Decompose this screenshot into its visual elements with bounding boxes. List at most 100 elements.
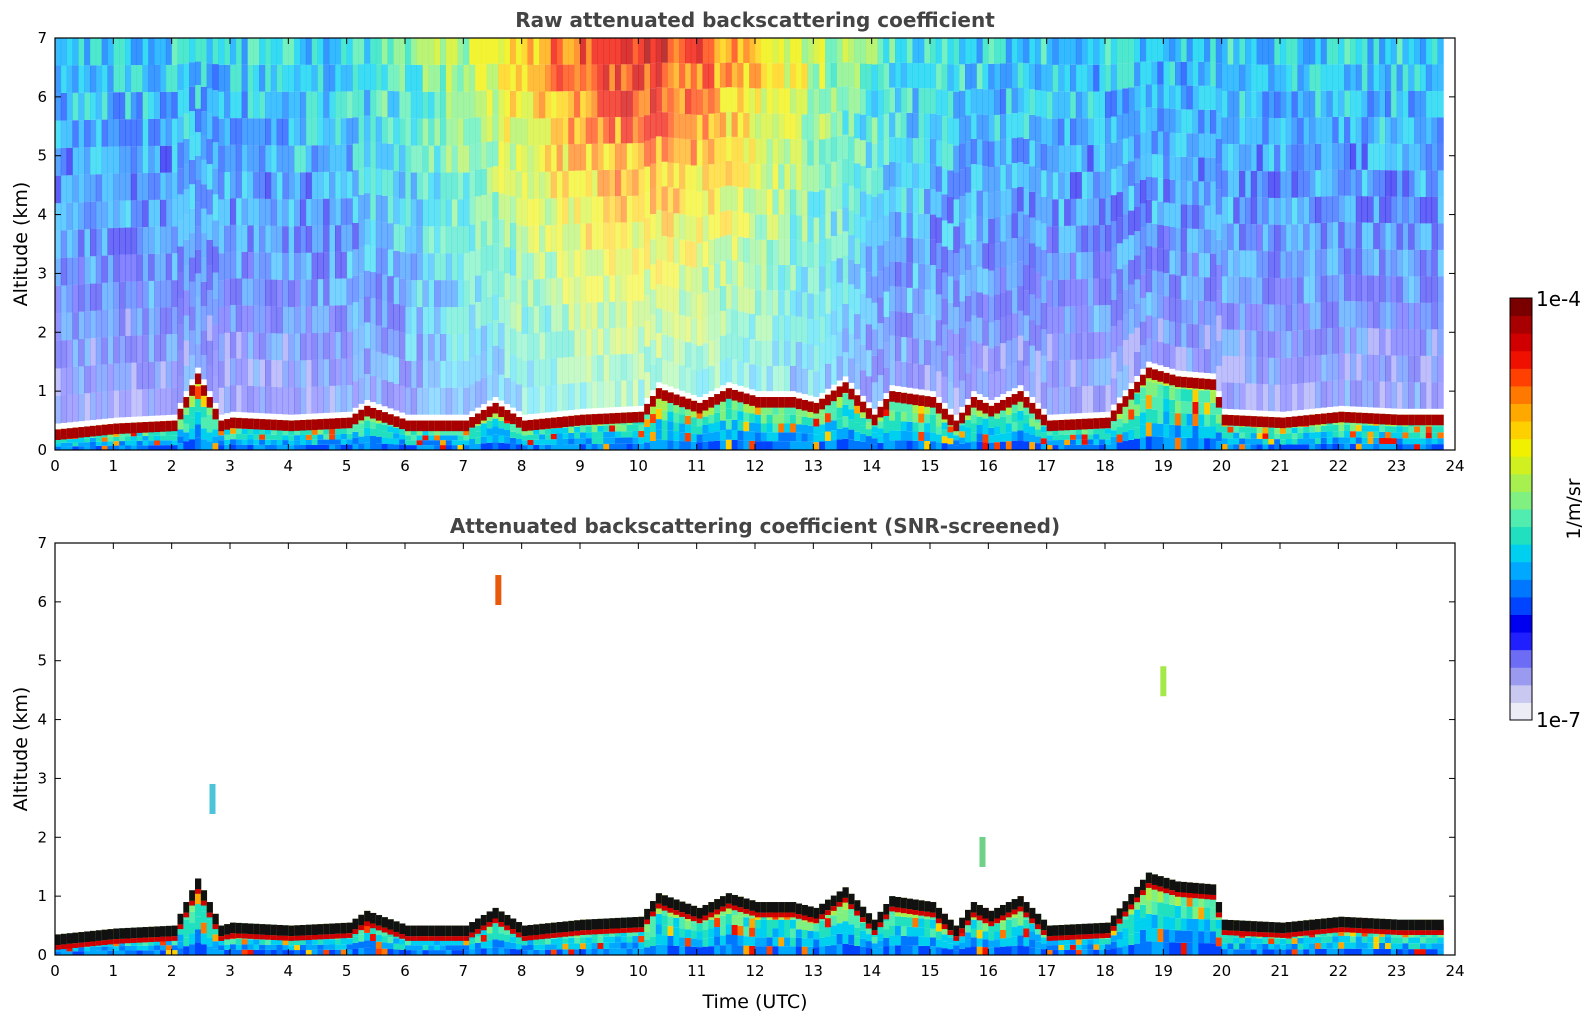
layer-top-cell	[399, 418, 406, 430]
upper-cell	[253, 252, 260, 280]
upper-cell	[830, 186, 838, 212]
time-column	[1058, 38, 1065, 450]
bl-cell	[1180, 437, 1188, 450]
upper-cell	[177, 246, 184, 273]
upper-cell	[685, 240, 692, 267]
upper-cell	[410, 280, 418, 308]
upper-cell	[1122, 289, 1129, 315]
time-column	[72, 38, 79, 450]
upper-cell	[935, 268, 943, 295]
upper-cell	[906, 212, 913, 238]
bl-cell	[591, 438, 598, 445]
upper-cell	[860, 191, 867, 217]
upper-cell	[772, 214, 779, 240]
layer-top-cell	[294, 420, 301, 431]
bl-cell	[1268, 439, 1275, 445]
layer-top-cell	[55, 429, 62, 440]
upper-cell	[1239, 91, 1246, 118]
upper-cell	[1099, 38, 1106, 65]
bl-cell	[760, 414, 768, 424]
upper-cell	[714, 238, 721, 264]
upper-cell	[521, 38, 528, 65]
upper-cell	[288, 360, 295, 388]
bl-cell	[1285, 439, 1293, 445]
upper-cell	[340, 225, 348, 252]
bl-cell	[935, 410, 943, 419]
bl-cell	[1215, 423, 1223, 433]
upper-cell	[463, 172, 470, 200]
upper-cell	[130, 146, 138, 174]
time-column	[1145, 38, 1153, 450]
bl-cell	[976, 433, 983, 442]
upper-cell	[1151, 130, 1158, 155]
upper-cell	[241, 251, 248, 279]
upper-cell	[1344, 248, 1351, 275]
bl-cell	[685, 407, 692, 416]
layer-top-cell	[1233, 415, 1240, 426]
upper-cell	[737, 236, 744, 262]
upper-cell	[533, 359, 540, 387]
upper-cell	[101, 228, 108, 256]
upper-cell	[276, 64, 283, 92]
upper-cell	[177, 38, 184, 65]
upper-cell	[988, 167, 995, 194]
upper-cell	[696, 217, 703, 244]
bl-cell	[1262, 427, 1269, 434]
upper-cell	[533, 279, 540, 307]
upper-cell	[189, 354, 196, 380]
upper-cell	[527, 226, 534, 253]
upper-cell	[760, 189, 768, 215]
upper-cell	[510, 90, 517, 118]
bl-cell	[1198, 414, 1205, 427]
bl-cell	[1355, 443, 1363, 450]
bl-cell	[1046, 445, 1053, 450]
upper-cell	[982, 217, 989, 244]
upper-cell	[650, 63, 657, 89]
bl-cell	[1320, 431, 1328, 438]
bl-cell	[638, 424, 645, 431]
bl-cell	[702, 441, 709, 450]
upper-cell	[1000, 190, 1007, 217]
upper-cell	[638, 379, 645, 406]
upper-cell	[247, 385, 254, 413]
upper-cell	[1163, 155, 1170, 179]
upper-cell	[55, 120, 62, 149]
upper-cell	[865, 350, 873, 377]
bl-cell	[1017, 420, 1024, 431]
upper-cell	[615, 222, 622, 249]
upper-cell	[1046, 199, 1053, 227]
time-column	[469, 38, 476, 450]
upper-cell	[1029, 191, 1036, 218]
upper-cell	[1315, 90, 1322, 118]
upper-cell	[959, 196, 966, 223]
upper-cell	[107, 282, 114, 310]
upper-cell	[1151, 61, 1158, 85]
upper-cell	[1291, 304, 1298, 331]
bl-cell	[1192, 413, 1199, 426]
upper-cell	[1256, 171, 1263, 198]
upper-cell	[731, 87, 738, 113]
bl-cell	[1099, 444, 1106, 450]
bl-cell	[755, 414, 762, 424]
time-column	[1198, 38, 1205, 450]
upper-cell	[766, 38, 773, 64]
upper-cell	[813, 140, 820, 167]
upper-cell	[486, 193, 493, 220]
time-column	[930, 38, 937, 450]
upper-cell	[743, 362, 750, 388]
upper-cell	[690, 63, 698, 89]
upper-cell	[66, 285, 73, 313]
upper-cell	[1326, 117, 1333, 144]
upper-cell	[1134, 158, 1141, 183]
upper-cell	[1157, 248, 1164, 272]
upper-cell	[982, 114, 989, 141]
upper-cell	[842, 110, 849, 135]
upper-cell	[825, 63, 832, 89]
bl-cell	[1355, 437, 1363, 444]
bl-cell	[568, 432, 575, 439]
upper-cell	[1192, 324, 1199, 349]
time-column	[696, 38, 703, 450]
upper-cell	[136, 146, 143, 174]
upper-cell	[737, 261, 744, 287]
bl-cell	[294, 445, 301, 450]
